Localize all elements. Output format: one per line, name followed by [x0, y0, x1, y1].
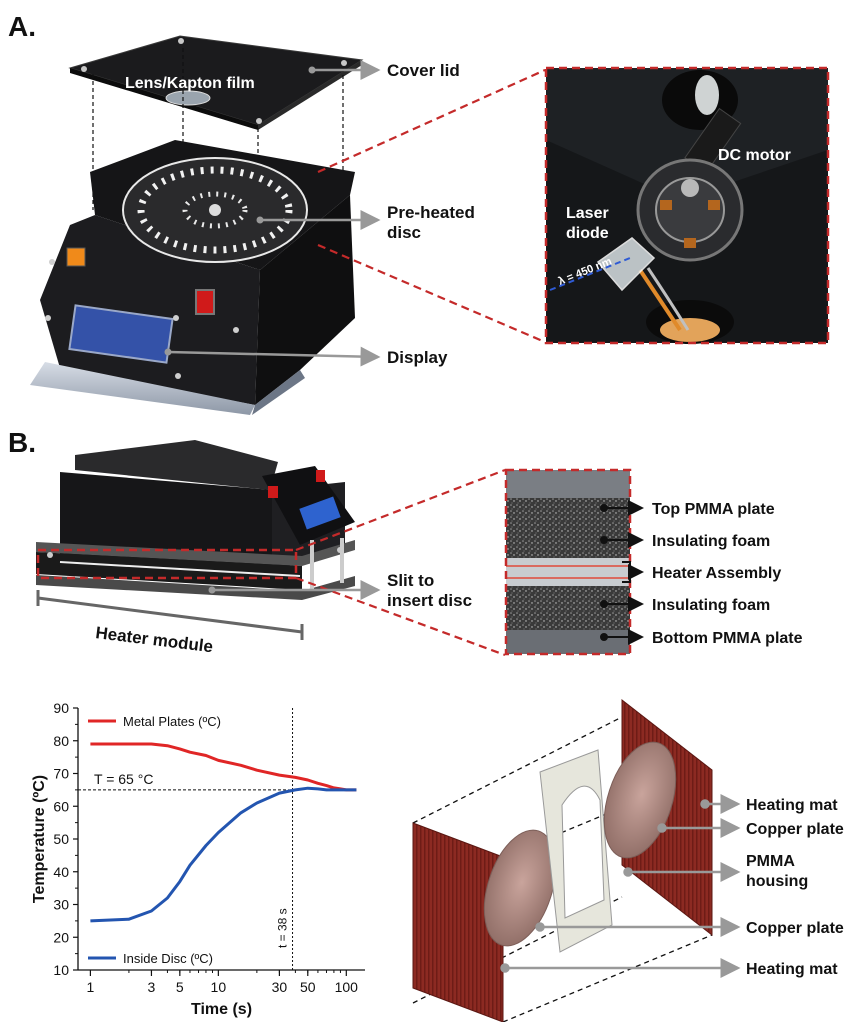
top-pmma-label: Top PMMA plate [652, 501, 775, 518]
series-line-inside-disc [90, 786, 357, 923]
heating-mat-bottom-label: Heating mat [746, 961, 838, 978]
x-tick-label: 30 [272, 979, 288, 995]
chart-axes: 10 20 30 40 50 60 70 80 90 1 3 5 10 30 50 100 Time (s) Te… [31, 700, 365, 1018]
chart-marks: T = 65 °C t = 38 s Metal Plates (ºC) Inside… [78, 708, 357, 970]
pmma-housing-label-2: housing [746, 873, 808, 890]
panel-a-letter: A. [8, 11, 36, 42]
y-tick-label: 80 [53, 733, 69, 749]
y-tick-label: 50 [53, 831, 69, 847]
laser-diode [596, 237, 656, 292]
y-tick-label: 30 [53, 897, 69, 913]
copper-plate-bottom-label: Copper plate [746, 920, 844, 937]
legend-label: Inside Disc (ºC) [123, 951, 213, 966]
laser-label-1: Laser [566, 205, 609, 222]
heater-module-label: Heater module [95, 623, 215, 656]
x-tick-label: 10 [211, 979, 227, 995]
heating-mat-front [412, 822, 504, 1022]
lens-kapton-label: Lens/Kapton film [125, 75, 255, 92]
heater-lcd [299, 496, 341, 530]
cross-section-pointers [600, 500, 644, 645]
pmma-housing-label-1: PMMA [746, 853, 795, 870]
device-body-illustration [30, 140, 355, 415]
display-label: Display [387, 348, 448, 367]
y-tick-label: 10 [53, 962, 69, 978]
x-tick-label: 5 [176, 979, 184, 995]
pre-heated-label-2: disc [387, 223, 421, 242]
status-lcd-display [68, 304, 174, 364]
x-axis-title: Time (s) [191, 1001, 252, 1018]
x-tick-label: 1 [87, 979, 95, 995]
y-tick-label: 40 [53, 864, 69, 880]
x-tick-label: 3 [148, 979, 156, 995]
slit-label-1: Slit to [387, 571, 434, 590]
exploded-heater-illustration [412, 698, 741, 1022]
temperature-chart: 10 20 30 40 50 60 70 80 90 1 3 5 10 30 50 100 Time (s) Te… [31, 700, 365, 1018]
panel-b-letter: B. [8, 427, 36, 458]
cover-lid-label: Cover lid [387, 61, 460, 80]
slit-label-2: insert disc [387, 591, 472, 610]
y-tick-label: 70 [53, 766, 69, 782]
threshold-label: T = 65 °C [94, 771, 153, 787]
dc-motor-label: DC motor [718, 147, 791, 164]
red-switch [195, 289, 215, 315]
copper-plate-front [483, 829, 557, 947]
foam-top-label: Insulating foam [652, 533, 770, 550]
foam-bottom-label: Insulating foam [652, 597, 770, 614]
copper-plate-top-label: Copper plate [746, 821, 844, 838]
bottom-pmma-label: Bottom PMMA plate [652, 630, 803, 647]
pmma-housing [539, 749, 613, 953]
legend-label: Metal Plates (ºC) [123, 714, 221, 729]
power-switch [66, 247, 86, 267]
cover-lid-illustration [68, 35, 364, 130]
heater-device-illustration [36, 440, 355, 600]
heater-assembly-label: Heater Assembly [652, 565, 781, 582]
series-line-metal-plates [90, 742, 357, 792]
cross-section-inset [506, 470, 630, 654]
time-marker-label: t = 38 s [276, 908, 290, 948]
pre-heated-label-1: Pre-heated [387, 203, 475, 222]
y-tick-label: 60 [53, 798, 69, 814]
y-tick-label: 90 [53, 700, 69, 716]
motor-inset [546, 68, 828, 344]
laser-label-2: diode [566, 225, 609, 242]
y-tick-label: 20 [53, 929, 69, 945]
y-axis-title: Temperature (ºC) [31, 775, 48, 903]
heating-mat-top-label: Heating mat [746, 797, 838, 814]
heater-module-bracket [36, 590, 304, 640]
x-tick-label: 100 [335, 979, 359, 995]
x-tick-label: 50 [300, 979, 316, 995]
